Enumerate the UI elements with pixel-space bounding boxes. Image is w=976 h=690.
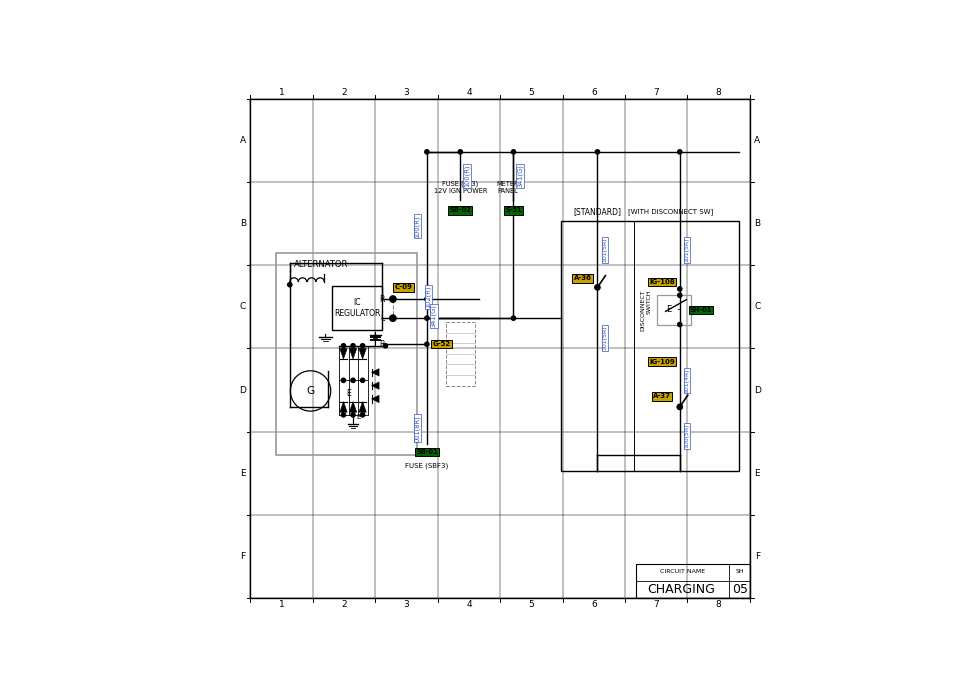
Text: C: C — [754, 302, 760, 311]
Text: 4: 4 — [467, 600, 471, 609]
Text: 8: 8 — [715, 88, 721, 97]
Text: A: A — [754, 136, 760, 145]
Circle shape — [342, 344, 346, 348]
Text: 101(4R): 101(4R) — [685, 368, 690, 393]
Circle shape — [342, 413, 346, 417]
Polygon shape — [349, 348, 357, 359]
Circle shape — [458, 150, 463, 154]
Circle shape — [351, 344, 355, 348]
Text: IG-109: IG-109 — [649, 359, 675, 365]
Circle shape — [389, 315, 396, 322]
Text: 341(G): 341(G) — [430, 304, 437, 328]
Circle shape — [677, 293, 682, 297]
Text: 100(R): 100(R) — [464, 164, 470, 187]
Text: 4: 4 — [467, 88, 471, 97]
Circle shape — [351, 413, 355, 417]
Text: FUSE (F13)
12V IGN POWER: FUSE (F13) 12V IGN POWER — [433, 181, 487, 195]
Text: F: F — [754, 552, 760, 561]
Text: SB-01: SB-01 — [416, 449, 438, 455]
Circle shape — [360, 413, 365, 417]
Text: 7: 7 — [653, 88, 659, 97]
Text: 6: 6 — [590, 88, 596, 97]
Text: [WITH DISCONNECT SW]: [WITH DISCONNECT SW] — [628, 208, 712, 215]
Text: 3: 3 — [404, 88, 410, 97]
Circle shape — [595, 150, 599, 154]
Text: CIRCUIT NAME: CIRCUIT NAME — [660, 569, 705, 574]
Circle shape — [384, 344, 387, 348]
Text: D: D — [753, 386, 760, 395]
Text: E: E — [754, 469, 760, 477]
Text: B: B — [754, 219, 760, 228]
Text: FUSE (SBF3): FUSE (SBF3) — [405, 463, 449, 469]
Text: 5: 5 — [529, 88, 534, 97]
Bar — [276, 253, 417, 455]
Circle shape — [425, 297, 429, 301]
Text: SH-01: SH-01 — [690, 307, 712, 313]
Text: 001(8R): 001(8R) — [414, 415, 421, 442]
Circle shape — [511, 150, 515, 154]
Text: 5: 5 — [529, 600, 534, 609]
Text: G-52: G-52 — [432, 341, 451, 347]
Circle shape — [351, 378, 355, 382]
Text: DISCONNECT
SWITCH: DISCONNECT SWITCH — [641, 289, 652, 331]
Text: L: L — [380, 314, 385, 323]
Circle shape — [288, 283, 292, 287]
Text: R: R — [380, 295, 385, 304]
Text: D: D — [240, 386, 247, 395]
Text: 3: 3 — [404, 600, 410, 609]
Text: 101(5R): 101(5R) — [685, 238, 690, 262]
Polygon shape — [349, 402, 357, 412]
Text: 101(5R): 101(5R) — [602, 326, 607, 350]
Text: ALTERNATOR: ALTERNATOR — [294, 260, 348, 269]
Text: 101(5R): 101(5R) — [602, 238, 607, 262]
Circle shape — [511, 316, 515, 320]
Text: E  -: E - — [668, 306, 681, 315]
Circle shape — [389, 296, 396, 302]
Text: 100(5R): 100(5R) — [685, 424, 690, 448]
Text: A-37: A-37 — [653, 393, 671, 400]
Text: A-36: A-36 — [574, 275, 591, 282]
Circle shape — [360, 344, 365, 348]
Text: A: A — [240, 136, 246, 145]
Circle shape — [360, 378, 365, 382]
Text: 2: 2 — [342, 88, 346, 97]
Text: [STANDARD]: [STANDARD] — [574, 207, 622, 216]
Text: CHARGING: CHARGING — [647, 583, 715, 596]
Text: B: B — [240, 219, 246, 228]
Text: 102(R): 102(R) — [426, 286, 431, 308]
Text: 7: 7 — [653, 600, 659, 609]
Text: 05: 05 — [732, 583, 748, 596]
Text: S-51: S-51 — [506, 207, 522, 213]
Circle shape — [677, 150, 682, 154]
Polygon shape — [372, 395, 379, 403]
Polygon shape — [372, 368, 379, 376]
Bar — [657, 295, 691, 324]
Circle shape — [425, 150, 429, 154]
Text: C-09: C-09 — [394, 284, 413, 290]
Text: 6: 6 — [590, 600, 596, 609]
Text: 1: 1 — [279, 600, 285, 609]
Polygon shape — [340, 348, 347, 359]
Circle shape — [594, 285, 600, 290]
Text: 8: 8 — [715, 600, 721, 609]
Text: 1: 1 — [279, 88, 285, 97]
Circle shape — [677, 404, 682, 410]
Circle shape — [677, 322, 682, 326]
Text: IC
REGULATOR: IC REGULATOR — [334, 298, 381, 318]
Text: METER
PANEL: METER PANEL — [497, 181, 519, 195]
Polygon shape — [340, 402, 347, 412]
Polygon shape — [372, 382, 379, 389]
Bar — [332, 286, 383, 330]
Text: G: G — [306, 386, 314, 396]
Bar — [561, 221, 739, 471]
Text: IG-108: IG-108 — [649, 279, 675, 285]
Bar — [446, 322, 475, 386]
Text: E: E — [346, 389, 351, 398]
Text: SH: SH — [735, 569, 744, 574]
Circle shape — [342, 378, 346, 382]
Text: 2: 2 — [342, 600, 346, 609]
Circle shape — [677, 287, 682, 291]
Polygon shape — [359, 402, 366, 412]
Circle shape — [425, 342, 429, 346]
Text: 100(R): 100(R) — [414, 215, 421, 237]
